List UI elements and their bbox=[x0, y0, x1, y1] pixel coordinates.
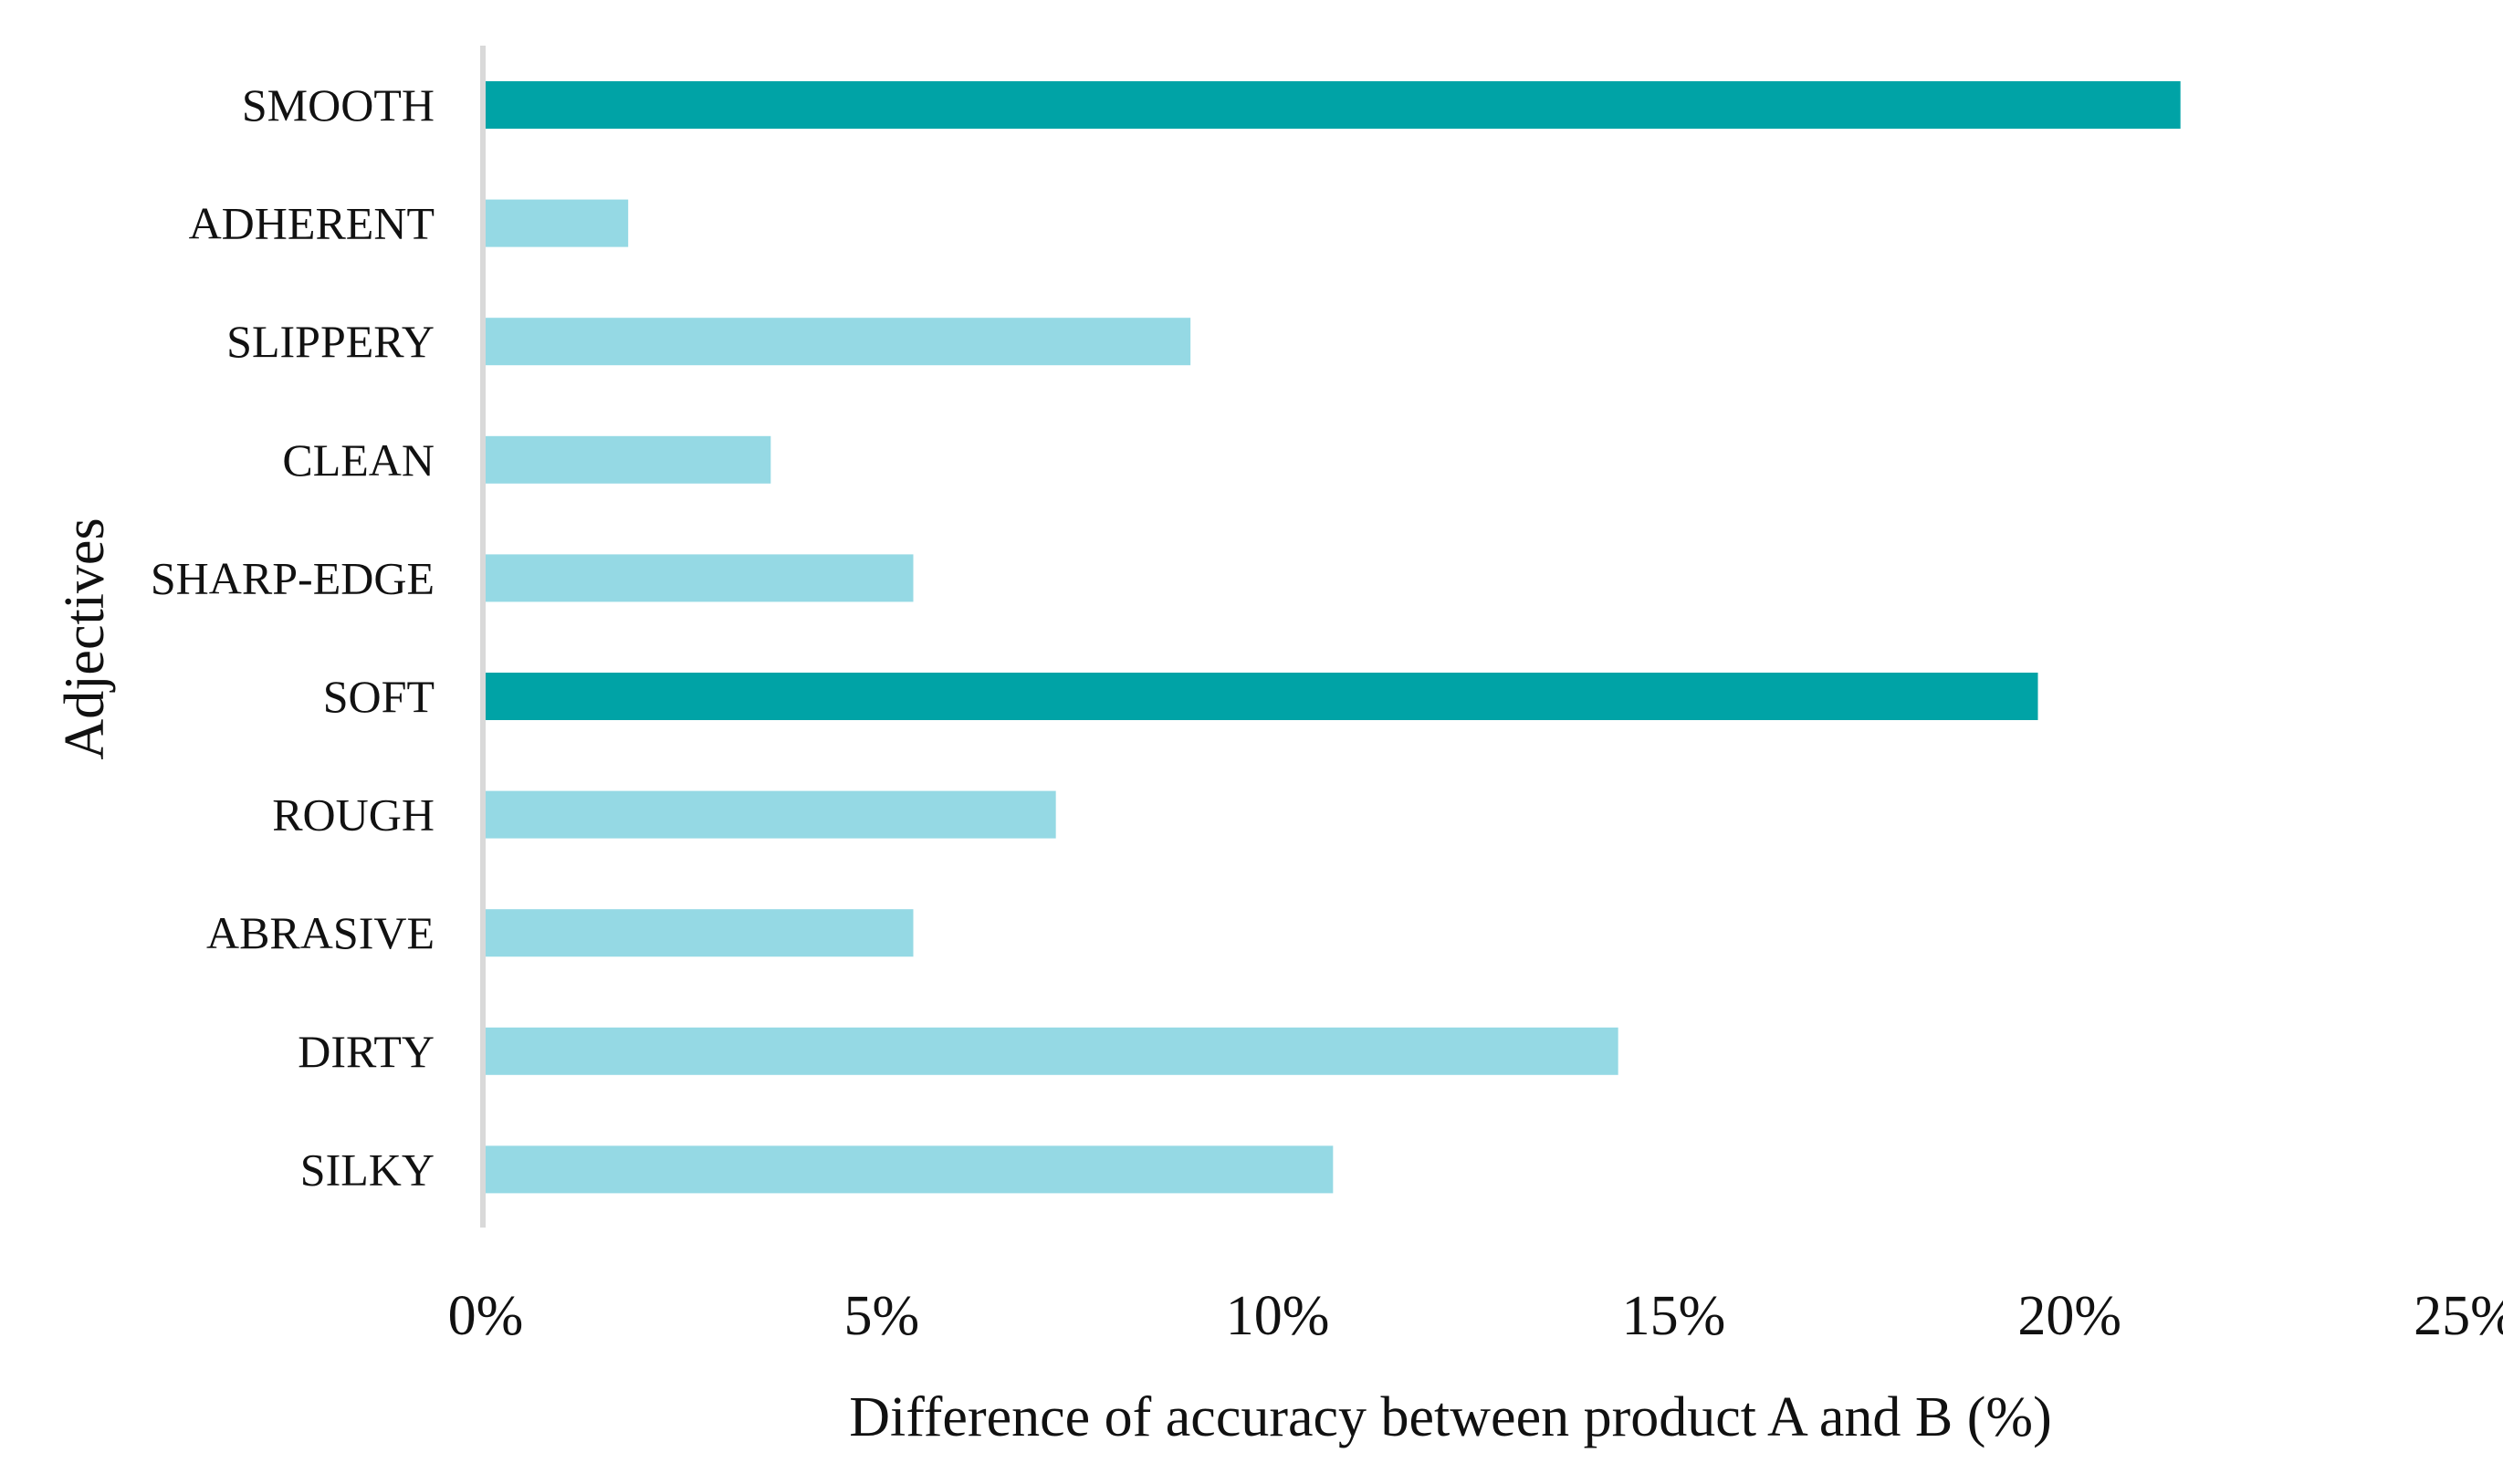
bar-clean bbox=[486, 435, 771, 484]
x-tick-label: 0% bbox=[448, 1285, 524, 1347]
x-tick-labels: 0% 5% 10% 15% 20% 25% bbox=[448, 1285, 2503, 1347]
bar-dirty bbox=[486, 1027, 1618, 1075]
category-label-dirty: DIRTY bbox=[298, 1026, 435, 1077]
bars-layer bbox=[486, 81, 2181, 1194]
bar-silky bbox=[486, 1145, 1334, 1194]
category-label-slippery: SLIPPERY bbox=[226, 316, 435, 367]
x-axis-title: Difference of accuracy between product A… bbox=[849, 1386, 2051, 1448]
x-tick-label: 20% bbox=[2017, 1285, 2121, 1347]
bar-slippery bbox=[486, 318, 1191, 366]
category-label-smooth: SMOOTH bbox=[242, 79, 435, 131]
x-tick-label: 5% bbox=[843, 1285, 919, 1347]
category-label-clean: CLEAN bbox=[282, 434, 435, 486]
bar-smooth bbox=[486, 81, 2181, 129]
y-axis-title: Adjectives bbox=[54, 517, 116, 759]
x-tick-label: 10% bbox=[1226, 1285, 1330, 1347]
category-label-adherent: ADHERENT bbox=[189, 198, 435, 249]
category-label-soft: SOFT bbox=[323, 671, 435, 722]
bar-sharp-edge bbox=[486, 554, 914, 602]
category-label-rough: ROUGH bbox=[272, 789, 435, 841]
bar-adherent bbox=[486, 199, 629, 247]
bar-abrasive bbox=[486, 909, 914, 957]
category-labels: SMOOTH ADHERENT SLIPPERY CLEAN SHARP-EDGE SOF… bbox=[151, 79, 435, 1195]
x-tick-label: 25% bbox=[2414, 1285, 2503, 1347]
category-label-abrasive: ABRASIVE bbox=[206, 907, 435, 958]
bar-rough bbox=[486, 790, 1056, 839]
x-tick-label: 15% bbox=[1622, 1285, 1726, 1347]
bar-soft bbox=[486, 673, 2038, 720]
category-label-sharp-edge: SHARP-EDGE bbox=[151, 552, 435, 603]
category-label-silky: SILKY bbox=[300, 1144, 435, 1195]
